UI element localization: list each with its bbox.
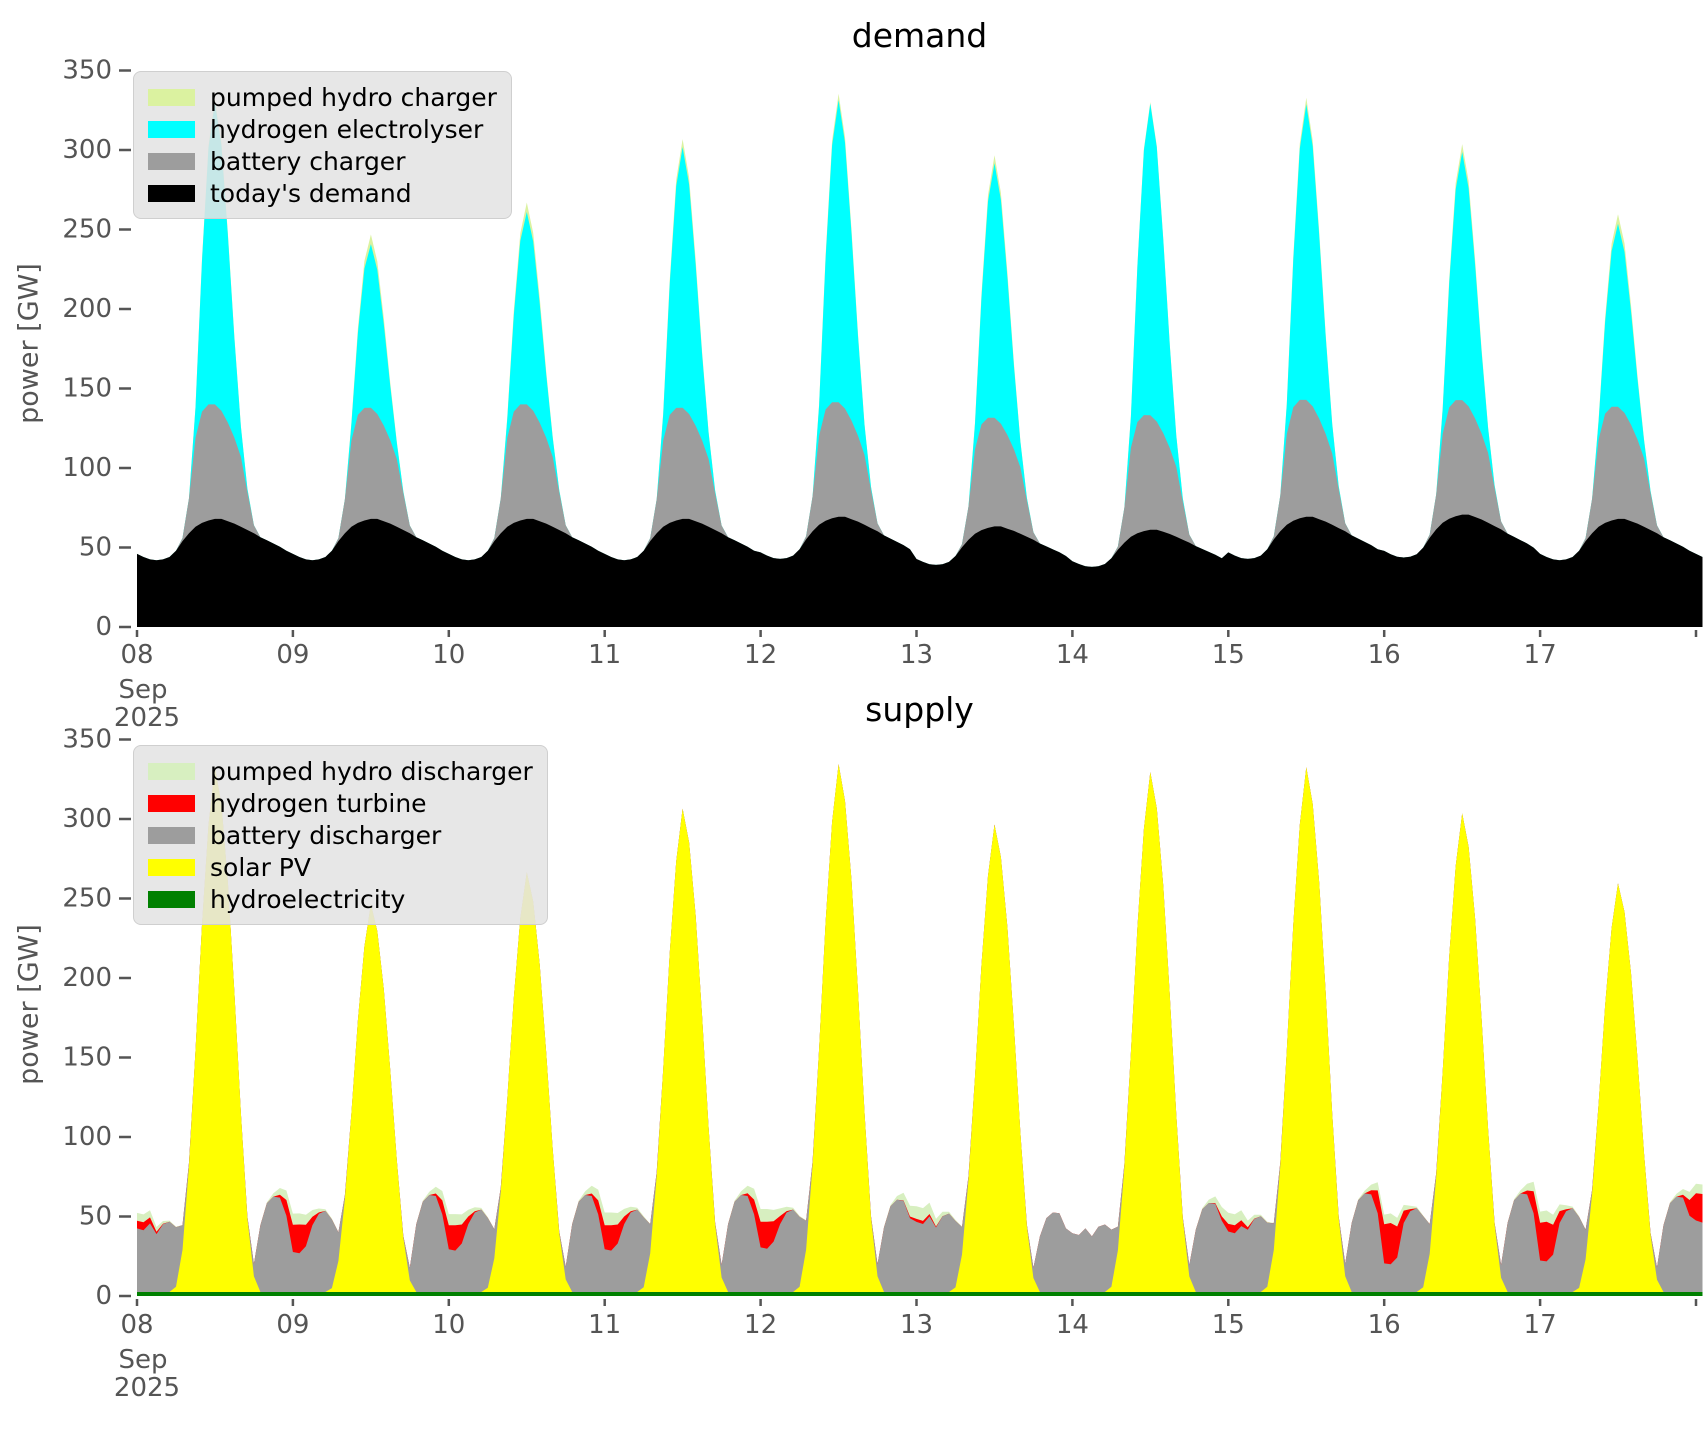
supply-chart-title: supply (865, 690, 974, 729)
legend-swatch-today-s-demand (148, 184, 195, 202)
x-tick-label: 10 (432, 1310, 465, 1340)
y-tick-label: 0 (95, 1281, 112, 1311)
x-tick-label: 09 (276, 640, 309, 670)
supply-legend: pumped hydro discharger hydrogen turbine b… (133, 745, 548, 925)
y-tick-label: 300 (62, 135, 112, 165)
legend-swatch-pumped-hydro-discharger (148, 762, 195, 780)
y-tick-label: 350 (62, 725, 112, 755)
x-axis-year-label: 2025 (114, 1373, 180, 1403)
x-tick-label: 13 (900, 1310, 933, 1340)
legend-label: pumped hydro discharger (210, 756, 533, 786)
demand-area-today-s-demand (137, 514, 1703, 627)
y-tick-label: 250 (62, 215, 112, 245)
x-tick-label: 11 (588, 1310, 621, 1340)
legend-item-hydrogen-electrolyser: hydrogen electrolyser (148, 113, 497, 145)
supply-area-hydroelectricity (137, 1292, 1703, 1296)
x-tick-label: 08 (120, 640, 153, 670)
legend-swatch-solar-pv (148, 858, 195, 876)
legend-label: today's demand (210, 178, 412, 208)
legend-item-hydroelectricity: hydroelectricity (148, 883, 533, 915)
x-tick-label: 15 (1212, 1310, 1245, 1340)
supply-y-axis-label: power [GW] (13, 924, 45, 1085)
legend-item-battery-charger: battery charger (148, 145, 497, 177)
demand-legend: pumped hydro charger hydrogen electrolyse… (133, 71, 512, 219)
y-tick-label: 350 (62, 56, 112, 86)
x-tick-label: 17 (1524, 1310, 1557, 1340)
legend-item-today-s-demand: today's demand (148, 177, 497, 209)
legend-label: battery charger (210, 146, 406, 176)
x-tick-label: 16 (1368, 640, 1401, 670)
legend-item-hydrogen-turbine: hydrogen turbine (148, 787, 533, 819)
legend-label: battery discharger (210, 820, 442, 850)
demand-y-axis-label: power [GW] (13, 263, 45, 424)
y-tick-label: 300 (62, 804, 112, 834)
x-tick-label: 13 (900, 640, 933, 670)
y-tick-label: 150 (62, 1043, 112, 1073)
legend-item-pumped-hydro-discharger: pumped hydro discharger (148, 755, 533, 787)
y-tick-label: 100 (62, 1122, 112, 1152)
x-tick-label: 14 (1056, 1310, 1089, 1340)
x-tick-label: 11 (588, 640, 621, 670)
demand-chart-title: demand (851, 16, 988, 55)
y-tick-label: 50 (79, 1202, 112, 1232)
legend-label: hydrogen turbine (210, 788, 427, 818)
legend-item-solar-pv: solar PV (148, 851, 533, 883)
x-tick-label: 12 (744, 640, 777, 670)
legend-label: solar PV (210, 852, 311, 882)
x-tick-label: 15 (1212, 640, 1245, 670)
legend-swatch-hydrogen-turbine (148, 794, 195, 812)
x-tick-label: 17 (1524, 640, 1557, 670)
legend-item-pumped-hydro-charger: pumped hydro charger (148, 81, 497, 113)
legend-swatch-battery-discharger (148, 826, 195, 844)
y-tick-label: 200 (62, 963, 112, 993)
y-tick-label: 200 (62, 294, 112, 324)
legend-swatch-battery-charger (148, 152, 195, 170)
x-tick-label: 16 (1368, 1310, 1401, 1340)
x-axis-month-label: Sep (118, 1345, 167, 1375)
x-tick-label: 09 (276, 1310, 309, 1340)
y-tick-label: 150 (62, 374, 112, 404)
legend-label: pumped hydro charger (210, 82, 497, 112)
y-tick-label: 250 (62, 884, 112, 914)
legend-swatch-pumped-hydro-charger (148, 88, 195, 106)
legend-item-battery-discharger: battery discharger (148, 819, 533, 851)
x-tick-label: 10 (432, 640, 465, 670)
y-tick-label: 0 (95, 612, 112, 642)
x-tick-label: 12 (744, 1310, 777, 1340)
x-axis-month-label: Sep (118, 675, 167, 705)
x-tick-label: 08 (120, 1310, 153, 1340)
y-tick-label: 50 (79, 533, 112, 563)
legend-swatch-hydrogen-electrolyser (148, 120, 195, 138)
legend-label: hydrogen electrolyser (210, 114, 484, 144)
x-tick-label: 14 (1056, 640, 1089, 670)
y-tick-label: 100 (62, 453, 112, 483)
x-axis-year-label: 2025 (114, 703, 180, 733)
demand-plot-area (137, 93, 1703, 628)
legend-swatch-hydroelectricity (148, 890, 195, 908)
legend-label: hydroelectricity (210, 884, 406, 914)
